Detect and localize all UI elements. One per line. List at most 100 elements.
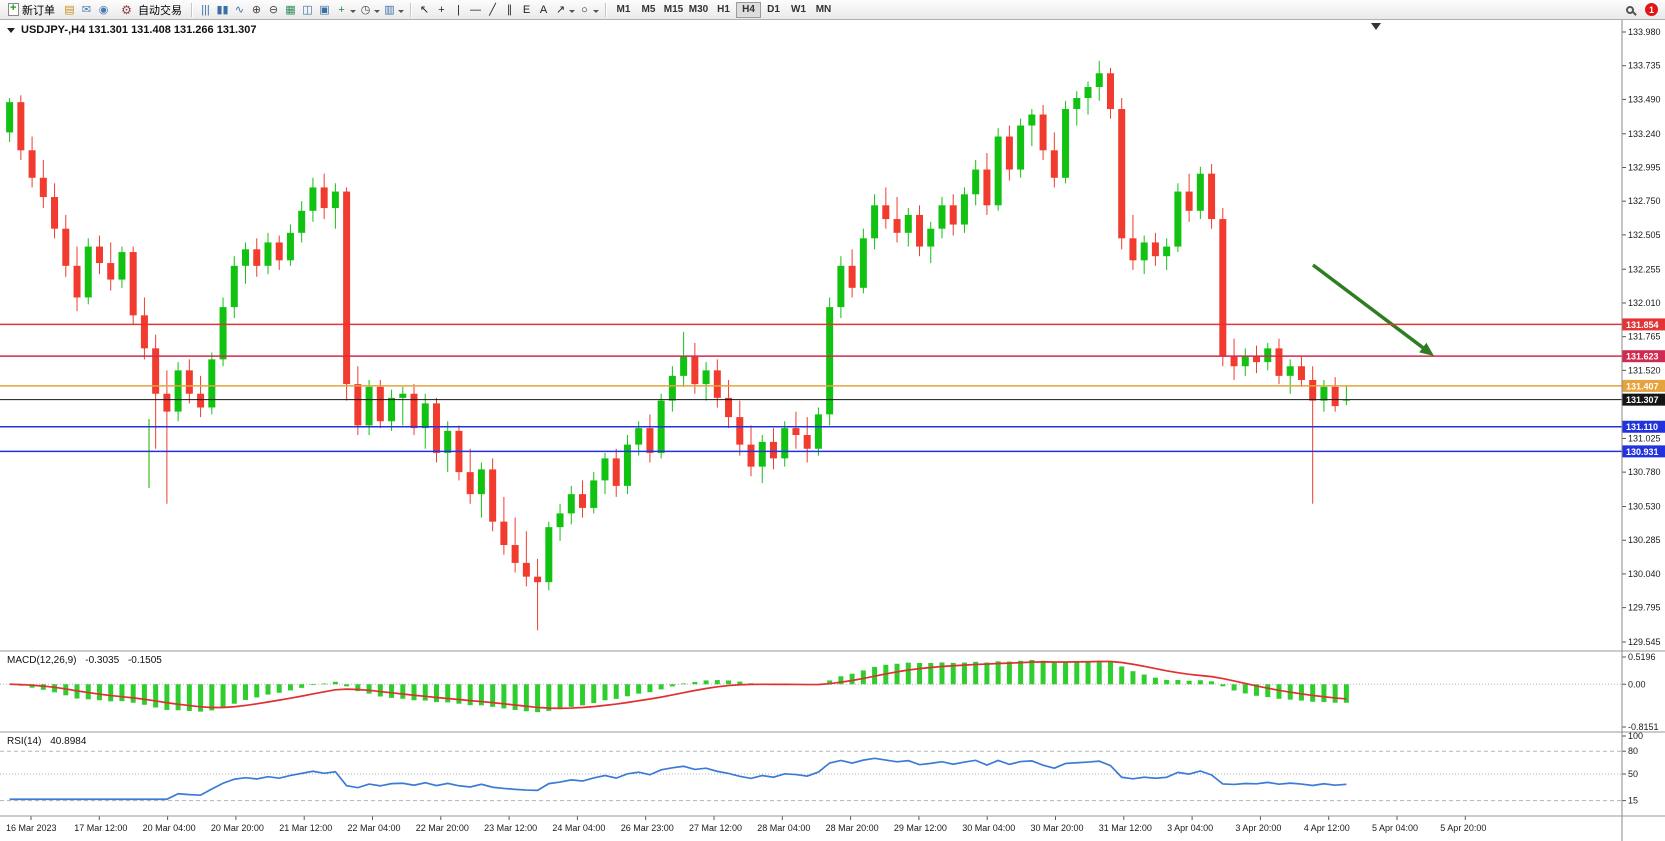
dropdown-caret-icon[interactable]	[374, 9, 380, 13]
tile-windows-icon[interactable]: ◫	[302, 3, 313, 16]
time-axis[interactable]: 16 Mar 2023 17 Mar 12:00 20 Mar 04:00 20 Ma…	[6, 816, 1486, 833]
channel-icon[interactable]: ∥	[506, 3, 513, 16]
svg-text:130.931: 130.931	[1626, 447, 1659, 457]
svg-text:28 Mar 04:00: 28 Mar 04:00	[757, 823, 810, 833]
svg-text:80: 80	[1628, 746, 1638, 756]
vertical-line-icon[interactable]: |	[457, 3, 460, 16]
periods-icon[interactable]: ◷	[360, 3, 371, 16]
svg-text:20 Mar 04:00: 20 Mar 04:00	[143, 823, 196, 833]
community-icon[interactable]: ◉	[98, 3, 109, 16]
svg-text:131.407: 131.407	[1626, 381, 1659, 391]
toolbar-separator	[605, 2, 606, 17]
candlestick-chart-icon[interactable]: ▮▮	[216, 3, 229, 16]
symbol-ohlc-header: USDJPY-,H4 131.301 131.408 131.266 131.3…	[7, 24, 256, 36]
templates-icon[interactable]: ▥	[384, 3, 395, 16]
svg-text:129.795: 129.795	[1628, 603, 1661, 613]
candlestick-series[interactable]	[6, 60, 1350, 631]
autotrading-button[interactable]: ⚙ 自动交易	[114, 1, 186, 19]
price-level-tag	[1622, 350, 1665, 363]
timeframe-W1[interactable]: W1	[786, 2, 811, 18]
timeframe-toolbar: M1 M5 M15 M30 H1 H4 D1 W1 MN	[611, 1, 836, 18]
svg-text:27 Mar 12:00: 27 Mar 12:00	[689, 823, 742, 833]
svg-text:5 Apr 04:00: 5 Apr 04:00	[1372, 823, 1418, 833]
timeframe-H4[interactable]: H4	[736, 1, 761, 18]
timeframe-M30[interactable]: M30	[686, 2, 711, 18]
svg-text:22 Mar 04:00: 22 Mar 04:00	[348, 823, 401, 833]
timeframe-MN[interactable]: MN	[811, 2, 836, 18]
price-level-tag	[1622, 445, 1665, 458]
macd-signal-value: -0.1505	[127, 655, 162, 666]
dropdown-caret-icon[interactable]	[593, 9, 599, 13]
svg-text:132.255: 132.255	[1628, 264, 1661, 274]
chart-annotations[interactable]	[148, 23, 1434, 488]
svg-text:130.780: 130.780	[1628, 467, 1661, 477]
timeframe-D1[interactable]: D1	[761, 2, 786, 18]
svg-text:21 Mar 12:00: 21 Mar 12:00	[279, 823, 332, 833]
timeframe-M5[interactable]: M5	[636, 2, 661, 18]
price-level-lines[interactable]	[0, 323, 1622, 453]
rsi-panel[interactable]: 100 80 50 15	[0, 731, 1643, 806]
svg-text:132.010: 132.010	[1628, 298, 1661, 308]
mail-icon[interactable]: ✉	[81, 3, 92, 16]
new-order-button[interactable]: 新订单	[4, 1, 59, 19]
cursor-icon[interactable]: ↖	[419, 3, 430, 16]
timeframe-H1[interactable]: H1	[711, 2, 736, 18]
svg-text:0.5196: 0.5196	[1628, 652, 1656, 662]
svg-text:0.00: 0.00	[1628, 679, 1646, 689]
shapes-icon[interactable]: ○	[581, 3, 588, 16]
zoom-in-icon[interactable]: ⊕	[251, 3, 262, 16]
horizontal-line-icon[interactable]: —	[470, 3, 481, 16]
svg-text:130.285: 130.285	[1628, 535, 1661, 545]
svg-text:131.854: 131.854	[1626, 320, 1659, 330]
price-chart-canvas[interactable]: 133.980 133.735 133.490 133.240 132.995 132.7…	[0, 20, 1665, 841]
dropdown-caret-icon[interactable]	[350, 9, 356, 13]
bar-chart-icon[interactable]: |||	[201, 3, 210, 16]
svg-text:16 Mar 2023: 16 Mar 2023	[6, 823, 57, 833]
svg-text:5 Apr 20:00: 5 Apr 20:00	[1440, 823, 1486, 833]
chart-shift-marker[interactable]	[1371, 23, 1381, 30]
fibonacci-icon[interactable]: E	[522, 3, 531, 16]
svg-text:30 Mar 20:00: 30 Mar 20:00	[1031, 823, 1084, 833]
crosshair-icon[interactable]: +	[438, 3, 445, 16]
dropdown-caret-icon[interactable]	[569, 9, 575, 13]
price-axis[interactable]: 133.980 133.735 133.490 133.240 132.995 132.7…	[1622, 27, 1665, 647]
svg-text:133.735: 133.735	[1628, 61, 1661, 71]
arrows-icon[interactable]: ↗	[555, 3, 566, 16]
notification-badge[interactable]: 1	[1645, 3, 1658, 16]
svg-text:50: 50	[1628, 769, 1638, 779]
svg-text:24 Mar 04:00: 24 Mar 04:00	[552, 823, 605, 833]
zoom-out-icon[interactable]: ⊖	[268, 3, 279, 16]
grid-icon[interactable]: ▦	[285, 3, 296, 16]
symbol-ohlc-text: USDJPY-,H4 131.301 131.408 131.266 131.3…	[21, 24, 257, 36]
svg-text:28 Mar 20:00: 28 Mar 20:00	[826, 823, 879, 833]
macd-header: MACD(12,26,9) -0.3035 -0.1505	[7, 655, 162, 666]
dropdown-caret-icon[interactable]	[398, 9, 404, 13]
toolbar-separator	[191, 2, 192, 17]
svg-text:131.025: 131.025	[1628, 433, 1661, 443]
symbol-dropdown-icon[interactable]	[7, 27, 15, 33]
svg-text:22 Mar 20:00: 22 Mar 20:00	[416, 823, 469, 833]
svg-text:-0.8151: -0.8151	[1628, 722, 1659, 732]
charts-window-icon[interactable]: ▤	[64, 3, 75, 16]
trendline-icon[interactable]: ╱	[489, 3, 496, 16]
svg-text:130.530: 130.530	[1628, 502, 1661, 512]
timeframe-M1[interactable]: M1	[611, 2, 636, 18]
panel-borders	[0, 20, 1665, 841]
indicators-icon[interactable]: +	[338, 3, 345, 16]
svg-text:4 Apr 12:00: 4 Apr 12:00	[1304, 823, 1350, 833]
svg-text:131.765: 131.765	[1628, 332, 1661, 342]
cascade-windows-icon[interactable]: ▣	[319, 3, 330, 16]
line-chart-icon[interactable]: ∿	[234, 3, 245, 16]
macd-panel[interactable]: 0.5196 0.00 -0.8151	[0, 652, 1659, 732]
svg-text:131.623: 131.623	[1626, 352, 1659, 362]
new-order-icon	[8, 2, 19, 16]
autotrading-label: 自动交易	[138, 4, 182, 17]
new-order-label: 新订单	[22, 4, 55, 17]
svg-text:17 Mar 12:00: 17 Mar 12:00	[74, 823, 127, 833]
svg-text:133.980: 133.980	[1628, 27, 1661, 37]
text-icon[interactable]: A	[539, 3, 548, 16]
trend-arrow-annotation[interactable]	[1311, 263, 1429, 353]
timeframe-M15[interactable]: M15	[661, 2, 686, 18]
search-icon[interactable]	[1623, 2, 1640, 18]
